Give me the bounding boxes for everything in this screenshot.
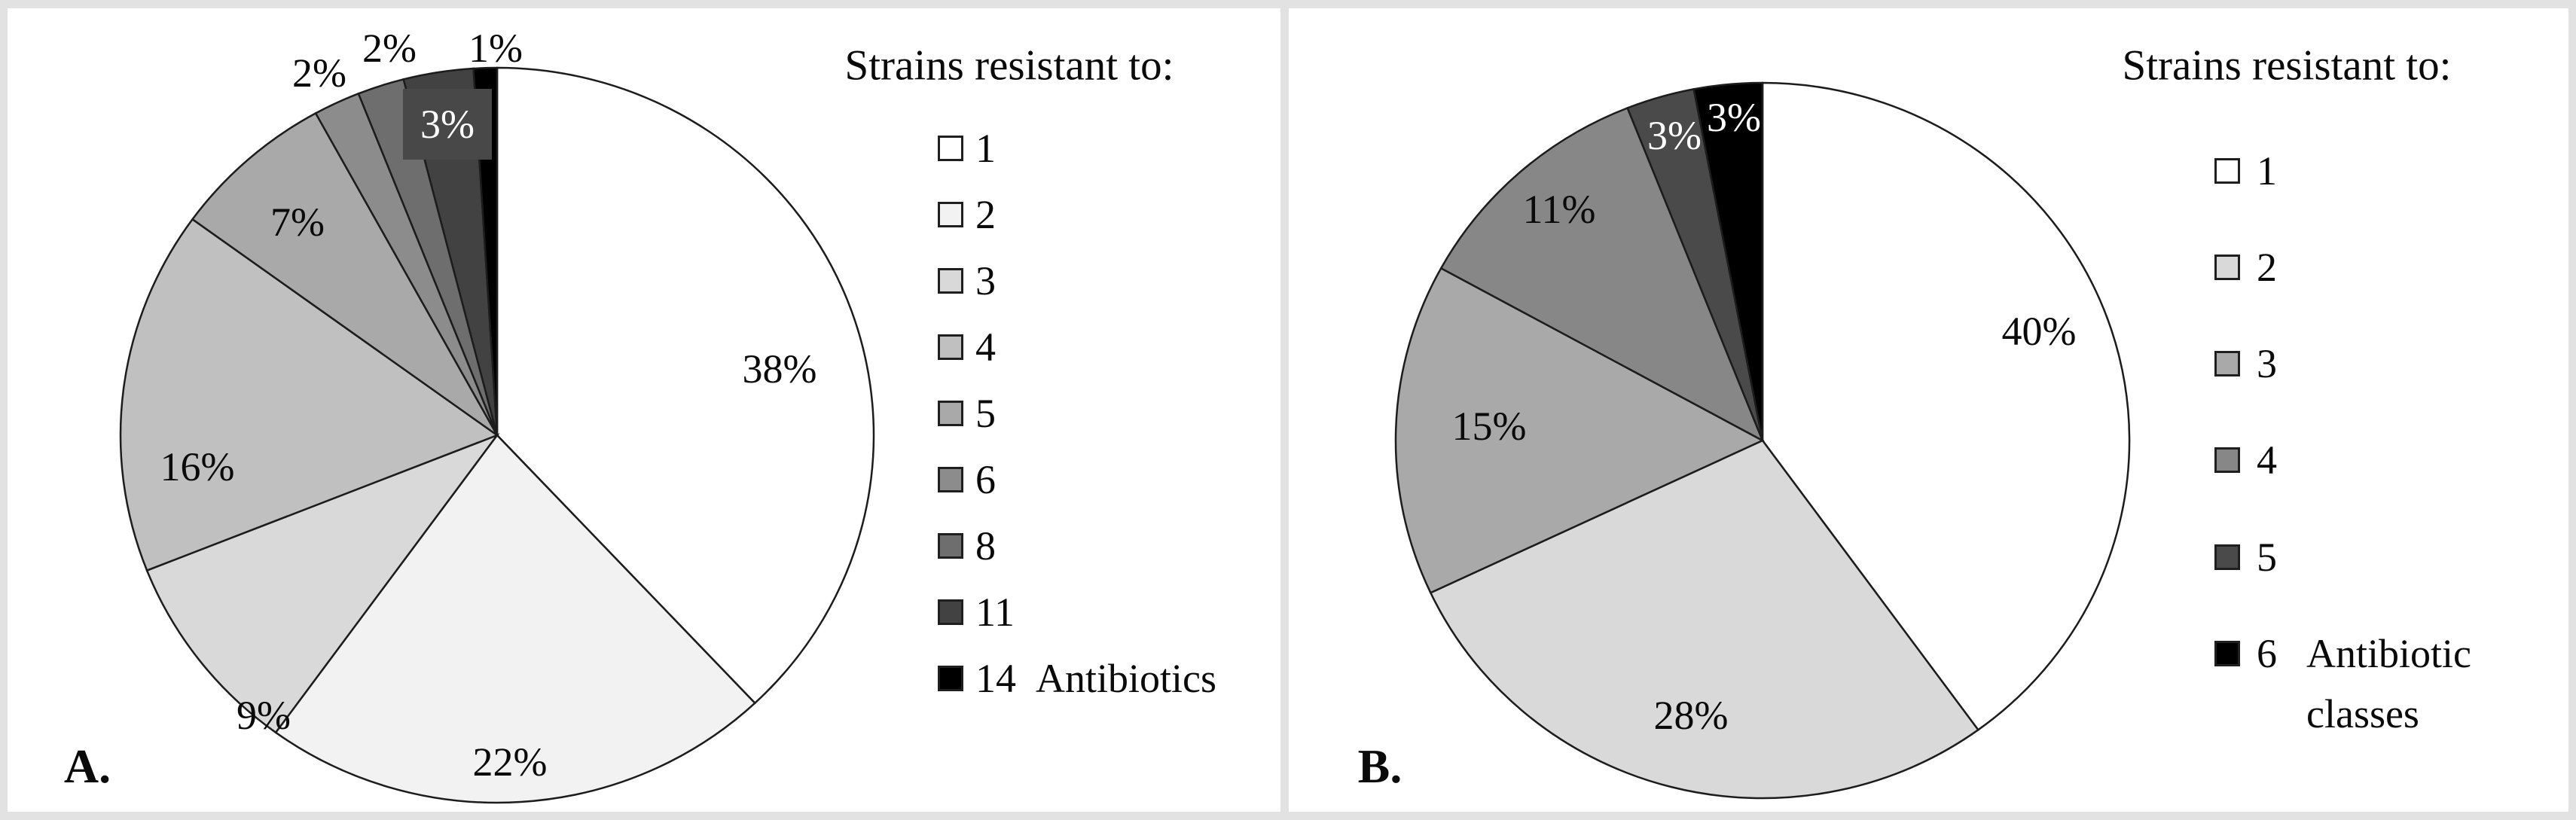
legend-swatch-b-3 [2214,351,2240,376]
legend-swatch-a-5 [938,401,963,426]
slice-data-label-b-1: 40% [2001,309,2077,354]
legend-entry-b-5: 5 [2257,535,2277,580]
slice-data-label-b-3: 15% [1451,404,1527,449]
pie-slice-a-4 [119,218,499,572]
legend-entry-a-14: 14 [975,656,1016,701]
slice-data-label-b-6: 3% [1707,95,1761,140]
legend-entry-a-3: 3 [975,258,996,303]
legend-entry-b-3: 3 [2257,341,2277,386]
legend-swatch-b-5 [2214,544,2240,570]
slice-data-label-a-3: 9% [237,693,291,738]
slice-data-label-b-2: 28% [1653,693,1729,738]
pie-slice-b-1 [1761,81,2131,732]
pie-slice-a-3 [145,433,500,734]
legend-suffix-a-line-1: Antibiotics [1036,656,1216,701]
slice-data-label-a-2: 22% [472,739,548,785]
pie-slice-a-1 [496,66,875,705]
pie-slice-a-5 [191,111,499,437]
legend-swatch-b-6 [2214,641,2240,666]
legend-entry-a-11: 11 [975,590,1015,635]
legend-swatch-a-1 [938,136,963,161]
slice-data-label-b-5: 3% [1647,113,1702,158]
legend-swatch-b-4 [2214,447,2240,473]
legend-suffix-b-line-1: Antibiotic [2306,631,2471,676]
legend-swatch-a-4 [938,334,963,360]
legend-swatch-b-2 [2214,255,2240,280]
slice-data-label-a-14: 1% [469,26,523,71]
legend-entry-a-6: 6 [975,457,996,502]
slice-data-label-a-11: 3% [420,102,475,147]
legend-swatch-b-1 [2214,158,2240,184]
slice-data-label-a-6: 2% [292,50,346,96]
frame-right-border [2568,0,2576,820]
legend-entry-a-8: 8 [975,523,996,569]
pie-slice-b-3 [1394,267,1765,594]
legend-entry-a-5: 5 [975,391,996,436]
panel-label-b: B. [1357,739,1402,793]
legend-entry-a-2: 2 [975,192,996,237]
legend-entry-b-2: 2 [2257,245,2277,290]
slice-data-label-a-5: 7% [270,200,325,245]
legend-suffix-b-line-2: classes [2306,691,2419,736]
legend-entry-a-4: 4 [975,325,996,370]
legend-swatch-a-2 [938,202,963,227]
pie-slice-b-2 [1429,439,1980,800]
legend-swatch-a-8 [938,533,963,559]
legend-swatch-a-6 [938,467,963,492]
slice-data-label-a-1: 38% [742,346,817,392]
legend-swatch-a-14 [938,666,963,691]
legend-entry-b-1: 1 [2257,148,2277,194]
pie-slice-a-14 [472,66,499,436]
pie-slice-a-2 [274,434,757,804]
legend-entry-b-6: 6 [2257,631,2277,676]
slice-data-label-a-8: 2% [362,26,417,71]
legend-title-panel-a: Strains resistant to: [844,41,1174,90]
pie-slice-b-6 [1692,81,1764,441]
panel-divider [1280,0,1289,820]
legend-swatch-a-11 [938,599,963,625]
slice-label-box-a-11 [403,89,492,160]
panel-label-a: A. [63,739,111,793]
frame-left-border [0,0,8,820]
slice-data-label-a-4: 16% [160,444,235,489]
legend-swatch-a-3 [938,268,963,294]
legend-entry-b-4: 4 [2257,437,2277,483]
legend-entry-a-1: 1 [975,126,996,171]
pie-slice-b-4 [1439,106,1765,443]
slice-data-label-b-4: 11% [1522,187,1596,232]
legend-title-panel-b: Strains resistant to: [2122,41,2452,90]
